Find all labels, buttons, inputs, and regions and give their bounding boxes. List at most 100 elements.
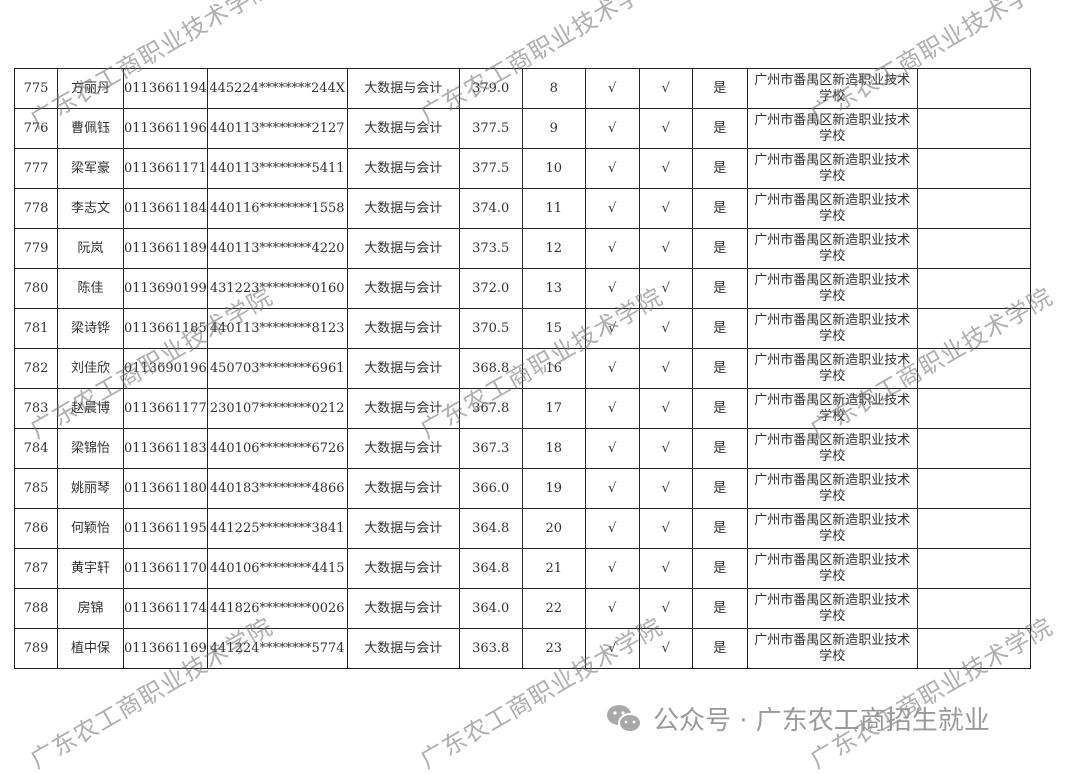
table-row: 789 植中保 0113661169 441224********5774 大数据与会计… bbox=[14, 628, 1031, 669]
cell-rank: 16 bbox=[521, 348, 586, 389]
cell-check2: √ bbox=[638, 508, 693, 549]
cell-exam-no: 0113661184 bbox=[123, 188, 208, 229]
cell-major: 大数据与会计 bbox=[346, 508, 460, 549]
cell-school: 广州市番禺区新造职业技术学校 bbox=[746, 188, 918, 229]
cell-score: 377.5 bbox=[458, 148, 523, 189]
cell-note bbox=[916, 188, 1031, 229]
cell-id: 440106********6726 bbox=[206, 428, 348, 469]
cell-exam-no: 0113661177 bbox=[123, 388, 208, 429]
cell-admitted: 是 bbox=[691, 628, 748, 669]
cell-major: 大数据与会计 bbox=[346, 588, 460, 629]
cell-id: 441225********3841 bbox=[206, 508, 348, 549]
cell-name: 陈佳 bbox=[57, 268, 124, 309]
table-row: 786 何颖怡 0113661195 441225********3841 大数据与会计… bbox=[14, 508, 1031, 549]
cell-admitted: 是 bbox=[691, 188, 748, 229]
cell-name: 黄宇轩 bbox=[57, 548, 124, 589]
cell-rank: 9 bbox=[521, 108, 586, 149]
cell-check1: √ bbox=[584, 628, 640, 669]
cell-score: 377.5 bbox=[458, 108, 523, 149]
cell-exam-no: 0113661170 bbox=[123, 548, 208, 589]
cell-check2: √ bbox=[638, 628, 693, 669]
cell-check2: √ bbox=[638, 228, 693, 269]
cell-admitted: 是 bbox=[691, 228, 748, 269]
table-row: 779 阮岚 0113661189 440113********4220 大数据与会计 3… bbox=[14, 228, 1031, 269]
cell-name: 曹佩钰 bbox=[57, 108, 124, 149]
cell-id: 440116********1558 bbox=[206, 188, 348, 229]
cell-rank: 15 bbox=[521, 308, 586, 349]
cell-score: 364.0 bbox=[458, 588, 523, 629]
cell-rank: 12 bbox=[521, 228, 586, 269]
cell-note bbox=[916, 508, 1031, 549]
cell-note bbox=[916, 428, 1031, 469]
cell-note bbox=[916, 228, 1031, 269]
cell-no: 778 bbox=[14, 188, 58, 229]
cell-id: 441826********0026 bbox=[206, 588, 348, 629]
cell-note bbox=[916, 68, 1031, 109]
cell-school: 广州市番禺区新造职业技术学校 bbox=[746, 148, 918, 189]
cell-school: 广州市番禺区新造职业技术学校 bbox=[746, 628, 918, 669]
cell-check2: √ bbox=[638, 388, 693, 429]
table-row: 785 姚丽琴 0113661180 440183********4866 大数据与会计… bbox=[14, 468, 1031, 509]
cell-score: 367.3 bbox=[458, 428, 523, 469]
cell-note bbox=[916, 468, 1031, 509]
cell-no: 780 bbox=[14, 268, 58, 309]
cell-admitted: 是 bbox=[691, 428, 748, 469]
cell-score: 373.5 bbox=[458, 228, 523, 269]
wechat-icon bbox=[607, 704, 642, 733]
cell-check1: √ bbox=[584, 68, 640, 109]
cell-name: 赵晨博 bbox=[57, 388, 124, 429]
cell-no: 788 bbox=[14, 588, 58, 629]
cell-note bbox=[916, 628, 1031, 669]
cell-no: 787 bbox=[14, 548, 58, 589]
cell-id: 450703********6961 bbox=[206, 348, 348, 389]
cell-name: 梁诗铧 bbox=[57, 308, 124, 349]
cell-rank: 11 bbox=[521, 188, 586, 229]
cell-major: 大数据与会计 bbox=[346, 68, 460, 109]
table-row: 788 房锦 0113661174 441826********0026 大数据与会计 3… bbox=[14, 588, 1031, 629]
cell-school: 广州市番禺区新造职业技术学校 bbox=[746, 388, 918, 429]
cell-admitted: 是 bbox=[691, 548, 748, 589]
cell-rank: 18 bbox=[521, 428, 586, 469]
cell-no: 779 bbox=[14, 228, 58, 269]
cell-exam-no: 0113661180 bbox=[123, 468, 208, 509]
cell-score: 372.0 bbox=[458, 268, 523, 309]
table-row: 784 梁锦怡 0113661183 440106********6726 大数据与会计… bbox=[14, 428, 1031, 469]
cell-school: 广州市番禺区新造职业技术学校 bbox=[746, 308, 918, 349]
cell-exam-no: 0113661169 bbox=[123, 628, 208, 669]
cell-exam-no: 0113661185 bbox=[123, 308, 208, 349]
cell-rank: 20 bbox=[521, 508, 586, 549]
cell-name: 房锦 bbox=[57, 588, 124, 629]
cell-id: 431223********0160 bbox=[206, 268, 348, 309]
table-row: 787 黄宇轩 0113661170 440106********4415 大数据与会计… bbox=[14, 548, 1031, 589]
cell-name: 梁军豪 bbox=[57, 148, 124, 189]
cell-name: 李志文 bbox=[57, 188, 124, 229]
footer: 公众号 · 广东农工商招生就业 bbox=[605, 700, 990, 737]
cell-no: 781 bbox=[14, 308, 58, 349]
cell-score: 366.0 bbox=[458, 468, 523, 509]
cell-score: 368.8 bbox=[458, 348, 523, 389]
cell-admitted: 是 bbox=[691, 308, 748, 349]
cell-school: 广州市番禺区新造职业技术学校 bbox=[746, 428, 918, 469]
cell-major: 大数据与会计 bbox=[346, 428, 460, 469]
admission-table: 775 方丽丹 0113661194 445224********244X 大数据与会计… bbox=[14, 68, 1031, 669]
cell-id: 441224********5774 bbox=[206, 628, 348, 669]
cell-check2: √ bbox=[638, 548, 693, 589]
table-row: 776 曹佩钰 0113661196 440113********2127 大数据与会计… bbox=[14, 108, 1031, 149]
cell-no: 786 bbox=[14, 508, 58, 549]
cell-check2: √ bbox=[638, 308, 693, 349]
table-row: 777 梁军豪 0113661171 440113********5411 大数据与会计… bbox=[14, 148, 1031, 189]
cell-rank: 23 bbox=[521, 628, 586, 669]
cell-note bbox=[916, 588, 1031, 629]
cell-id: 440183********4866 bbox=[206, 468, 348, 509]
cell-name: 刘佳欣 bbox=[57, 348, 124, 389]
cell-no: 783 bbox=[14, 388, 58, 429]
cell-exam-no: 0113661183 bbox=[123, 428, 208, 469]
cell-rank: 19 bbox=[521, 468, 586, 509]
cell-check1: √ bbox=[584, 108, 640, 149]
cell-admitted: 是 bbox=[691, 108, 748, 149]
cell-id: 440113********8123 bbox=[206, 308, 348, 349]
cell-score: 367.8 bbox=[458, 388, 523, 429]
cell-score: 374.0 bbox=[458, 188, 523, 229]
cell-exam-no: 0113690199 bbox=[123, 268, 208, 309]
cell-score: 379.0 bbox=[458, 68, 523, 109]
